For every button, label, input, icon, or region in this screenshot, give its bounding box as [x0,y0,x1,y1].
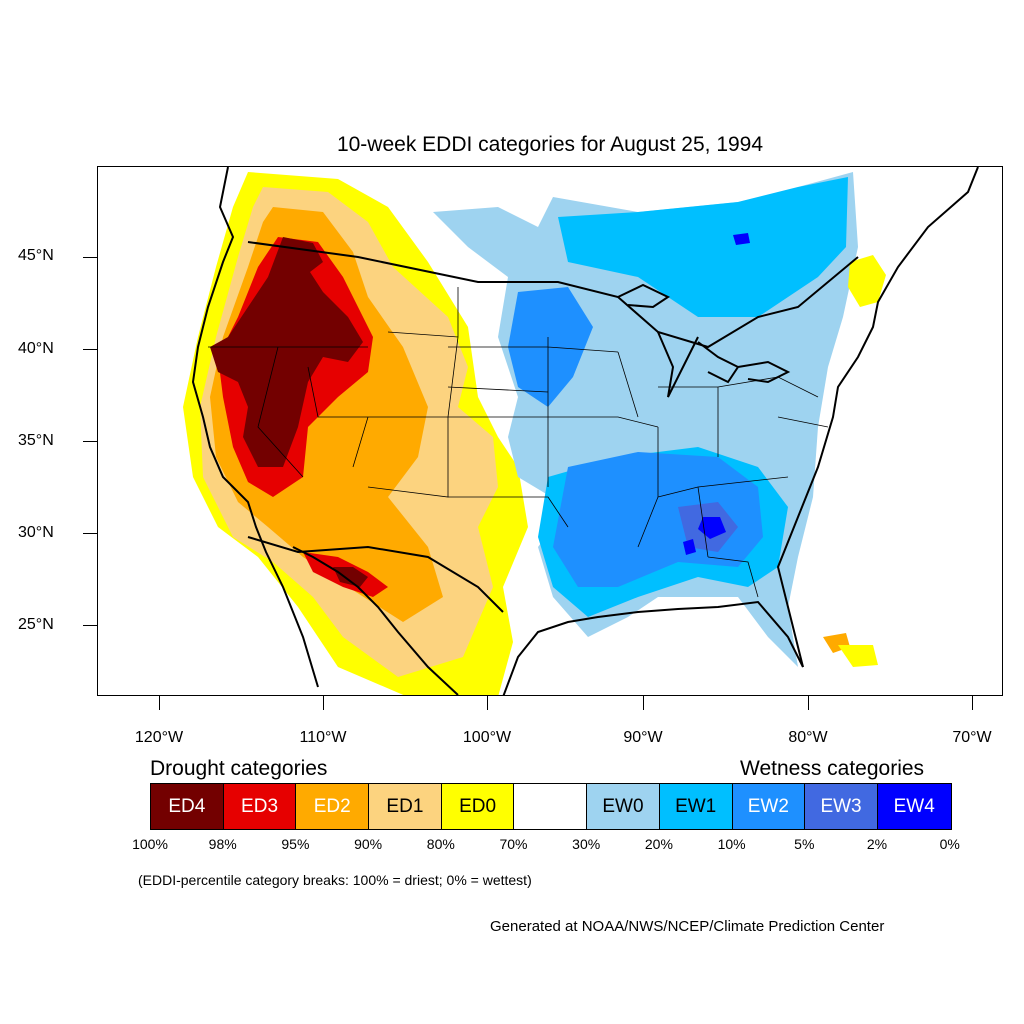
lon-label-70: 70°W [952,729,992,746]
lon-label-100: 100°W [462,729,512,746]
legend-box-ed3: ED3 [223,784,297,829]
percentile-label: 98% [208,836,237,852]
lat-label-40: 40°N [18,340,54,357]
legend-box-ed0: ED0 [441,784,515,829]
legend-box-ew2: EW2 [732,784,806,829]
legend-box-neutral [514,784,588,829]
map-title: 10-week EDDI categories for August 25, 1… [336,133,764,156]
ed0-region-maine [848,255,886,307]
legend-box-ew3: EW3 [805,784,878,829]
lon-tick [643,696,644,710]
gulf-coastline [292,546,459,695]
lat-label-45: 45°N [18,247,54,264]
lon-label-110: 110°W [299,729,347,746]
lon-tick [159,696,160,710]
legend-box-ew1: EW1 [659,784,733,829]
eddi-map [97,166,1003,696]
drought-categories-heading: Drought categories [150,757,328,780]
lat-tick [83,257,97,258]
texas-coastline [502,600,804,695]
canada-border [247,241,859,349]
percentile-label: 10% [717,836,746,852]
lat-tick [83,625,97,626]
lat-label-30: 30°N [18,524,54,541]
map-canvas [183,167,979,695]
lon-tick [972,696,973,710]
lon-tick [487,696,488,710]
percentile-label: 80% [426,836,455,852]
lat-label-35: 35°N [18,432,54,449]
legend-colorbar: ED4 ED3 ED2 ED1 ED0 EW0 EW1 EW2 EW3 EW4 [150,783,952,830]
lon-label-120: 120°W [134,729,184,746]
coastlines-borders [191,167,979,695]
mexico-border [247,536,504,613]
wetness-categories-heading: Wetness categories [740,757,925,780]
atlantic-coastline [776,167,979,668]
ew4-region-2 [683,539,696,555]
percentile-label: 20% [644,836,673,852]
lat-tick [83,349,97,350]
lon-tick [808,696,809,710]
legend-box-ed2: ED2 [296,784,370,829]
percentile-label: 30% [572,836,601,852]
drought-regions [183,172,528,695]
category-breaks-note: (EDDI-percentile category breaks: 100% =… [138,872,532,888]
pacific-coastline [191,167,319,688]
lon-tick [323,696,324,710]
percentile-label: 5% [794,836,815,852]
credit-line: Generated at NOAA/NWS/NCEP/Climate Predi… [490,918,885,935]
state-borders [208,287,829,598]
ew4-region-north [733,233,750,245]
great-lakes [617,283,791,398]
percentile-label: 90% [354,836,383,852]
percentile-label: 2% [866,836,888,852]
legend-box-ew4: EW4 [877,784,951,829]
legend-box-ed1: ED1 [369,784,442,829]
lat-label-25: 25°N [18,616,54,633]
lat-tick [83,441,97,442]
legend-box-ed4: ED4 [151,784,224,829]
percentile-label: 70% [499,836,528,852]
ed4-region [210,237,363,467]
lat-tick [83,533,97,534]
legend-box-ew0: EW0 [587,784,660,829]
percentile-label: 100% [132,836,168,852]
percentile-label: 0% [939,836,960,852]
percentile-label: 95% [281,836,310,852]
ed4-region-mexico [333,567,368,587]
ed0-region-bahamas [838,645,878,667]
lon-label-80: 80°W [788,729,828,746]
ew1-region [558,177,848,317]
lon-label-90: 90°W [623,729,663,746]
